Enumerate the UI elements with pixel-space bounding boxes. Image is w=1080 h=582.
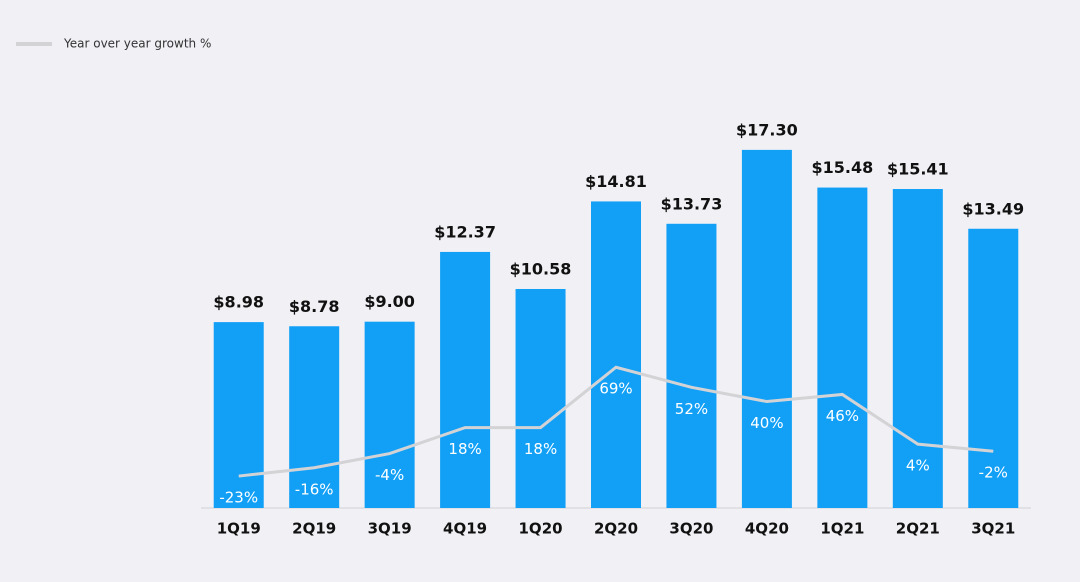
growth-label: -4% — [375, 466, 404, 484]
bar — [666, 223, 717, 508]
x-tick-label: 2Q20 — [594, 520, 638, 538]
growth-label: 4% — [906, 457, 930, 475]
x-tick-label: 1Q21 — [820, 520, 864, 538]
bar-value-label: $10.58 — [510, 259, 572, 278]
bar-value-label: $12.37 — [434, 222, 496, 241]
bar — [817, 187, 868, 508]
bar-value-label: $17.30 — [736, 120, 798, 139]
x-tick-label: 1Q19 — [217, 520, 261, 538]
bar — [364, 321, 415, 508]
growth-label: -23% — [219, 489, 258, 507]
growth-label: 52% — [675, 400, 708, 418]
x-tick-label: 3Q20 — [669, 520, 713, 538]
bar — [440, 251, 491, 509]
growth-label: -16% — [295, 480, 334, 498]
bar-value-label: $8.98 — [213, 293, 264, 312]
x-tick-label: 3Q21 — [971, 520, 1015, 538]
growth-label: 18% — [524, 440, 557, 458]
x-tick-label: 2Q19 — [292, 520, 336, 538]
x-tick-label: 4Q19 — [443, 520, 487, 538]
bar — [515, 288, 566, 508]
bar — [591, 201, 641, 509]
bar — [213, 322, 264, 508]
legend-label: Year over year growth % — [63, 37, 211, 51]
growth-label: 18% — [448, 440, 481, 458]
growth-label: -2% — [979, 464, 1008, 482]
growth-label: 69% — [599, 380, 632, 398]
growth-line — [238, 365, 994, 478]
bar-value-label: $14.81 — [585, 172, 647, 191]
bar — [892, 189, 943, 508]
bar-value-label: $8.78 — [289, 297, 340, 316]
bar-value-label: $15.48 — [811, 158, 873, 177]
bar-value-label: $13.49 — [962, 199, 1024, 218]
bar — [968, 228, 1019, 508]
bar-value-label: $9.00 — [364, 292, 415, 311]
bar-value-label: $15.41 — [887, 160, 949, 179]
growth-label: 40% — [750, 414, 783, 432]
growth-label: 46% — [826, 407, 859, 425]
x-tick-label: 1Q20 — [519, 520, 563, 538]
bar — [741, 149, 792, 508]
x-tick-label: 3Q19 — [368, 520, 412, 538]
bar-value-label: $13.73 — [661, 194, 723, 213]
x-tick-label: 2Q21 — [896, 520, 940, 538]
bar — [289, 326, 340, 508]
x-tick-label: 4Q20 — [745, 520, 789, 538]
